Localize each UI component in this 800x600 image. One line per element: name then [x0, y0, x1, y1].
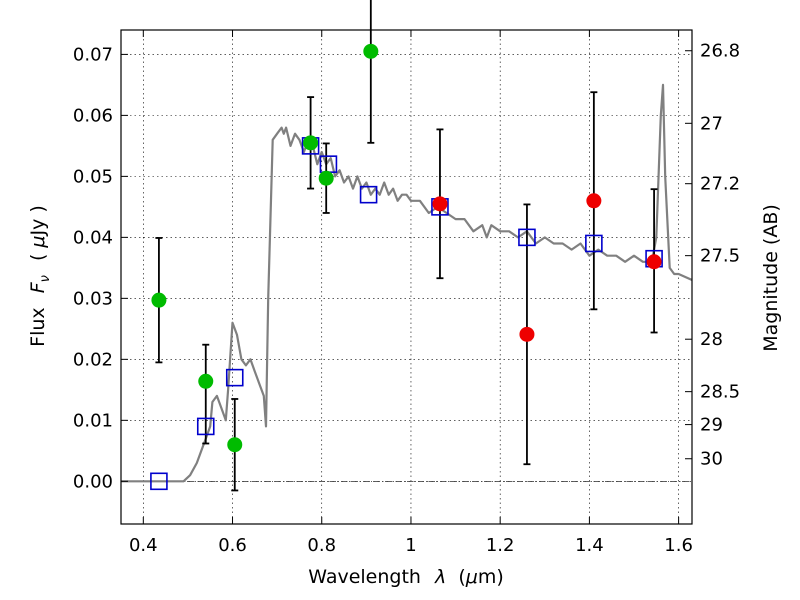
y-tick-label-4: 0.04: [73, 227, 113, 248]
y-axis-label-symbol: F: [27, 281, 49, 293]
x-tick-label-6: 1.6: [664, 535, 693, 556]
y-tick-label-0: 0.00: [73, 471, 113, 492]
x-tick-label-0: 0.4: [129, 535, 158, 556]
y-tick-label-3: 0.03: [73, 288, 113, 309]
y-axis-label-mu: μ: [27, 235, 49, 248]
x-tick-label-4: 1.2: [486, 535, 515, 556]
green-point-2: [227, 437, 243, 453]
x-axis-label-name: Wavelength: [308, 566, 421, 588]
plot-frame: [120, 29, 693, 525]
model-spectrum-line: [121, 83, 692, 483]
model-photometry-square-0: [150, 472, 168, 491]
x-tick-label-3: 1: [405, 535, 416, 556]
y-axis-label: Flux Fν ( μJy ): [27, 205, 54, 347]
green-point-4: [318, 170, 334, 186]
ticks: 0.4 0.6 0.8 1 1.2 1.4 1.6 0.00 0.01 0.02 0.03 0.04 0…: [73, 30, 740, 556]
y-axis-label-sub: ν: [38, 275, 53, 282]
x-tick-label-1: 0.6: [218, 535, 247, 556]
grid: [121, 30, 692, 524]
y2-tick-label-3: 27.5: [700, 246, 740, 267]
red-point-0: [432, 196, 448, 212]
x-axis-label-rest: m): [478, 566, 504, 588]
y2-tick-label-7: 30: [700, 449, 723, 470]
y2-tick-label-2: 27.2: [700, 174, 740, 195]
green-point-0: [151, 292, 167, 308]
y2-axis-label: Magnitude (AB): [760, 204, 782, 352]
red-point-2: [586, 193, 602, 209]
green-point-1: [198, 373, 214, 389]
y2-tick-label-6: 29: [700, 415, 723, 436]
y2-tick-label-0: 26.8: [700, 41, 740, 62]
model-photometry-layer: [150, 137, 663, 491]
x-axis-label: Wavelength λ (μm): [308, 566, 504, 588]
y-tick-label-6: 0.06: [73, 105, 113, 126]
model-photometry-square-1: [196, 417, 215, 436]
model-photometry-square-2: [225, 368, 244, 387]
y2-tick-label-1: 27: [700, 113, 723, 134]
y-axis-label-open: (: [27, 254, 49, 261]
x-axis-label-open: (: [458, 566, 465, 588]
x-axis-label-symbol: λ: [434, 566, 446, 588]
y-axis-label-rest: Jy ): [27, 205, 49, 236]
y2-tick-label-5: 28.5: [700, 382, 740, 403]
y-tick-label-7: 0.07: [73, 44, 113, 65]
y-axis-label-name: Flux: [27, 307, 49, 347]
red-point-1: [519, 326, 535, 342]
y-tick-label-2: 0.02: [73, 349, 113, 370]
model-photometry-square-7: [518, 228, 536, 247]
green-point-5: [363, 43, 379, 59]
model-spectrum-layer: [121, 83, 692, 483]
y-tick-label-5: 0.05: [73, 166, 113, 187]
model-photometry-square-5: [359, 185, 378, 204]
errorbar-0-1: [202, 343, 210, 445]
x-tick-label-2: 0.8: [307, 535, 336, 556]
observed-photometry-layer: [151, 43, 662, 453]
x-axis-label-mu: μ: [465, 566, 478, 588]
green-point-3: [303, 135, 319, 151]
red-point-3: [646, 254, 662, 270]
y-tick-label-1: 0.01: [73, 410, 113, 431]
axes-frame: [120, 29, 693, 525]
x-tick-label-5: 1.4: [575, 535, 604, 556]
y2-tick-label-4: 28: [700, 329, 723, 350]
model-photometry-square-8: [585, 234, 603, 253]
